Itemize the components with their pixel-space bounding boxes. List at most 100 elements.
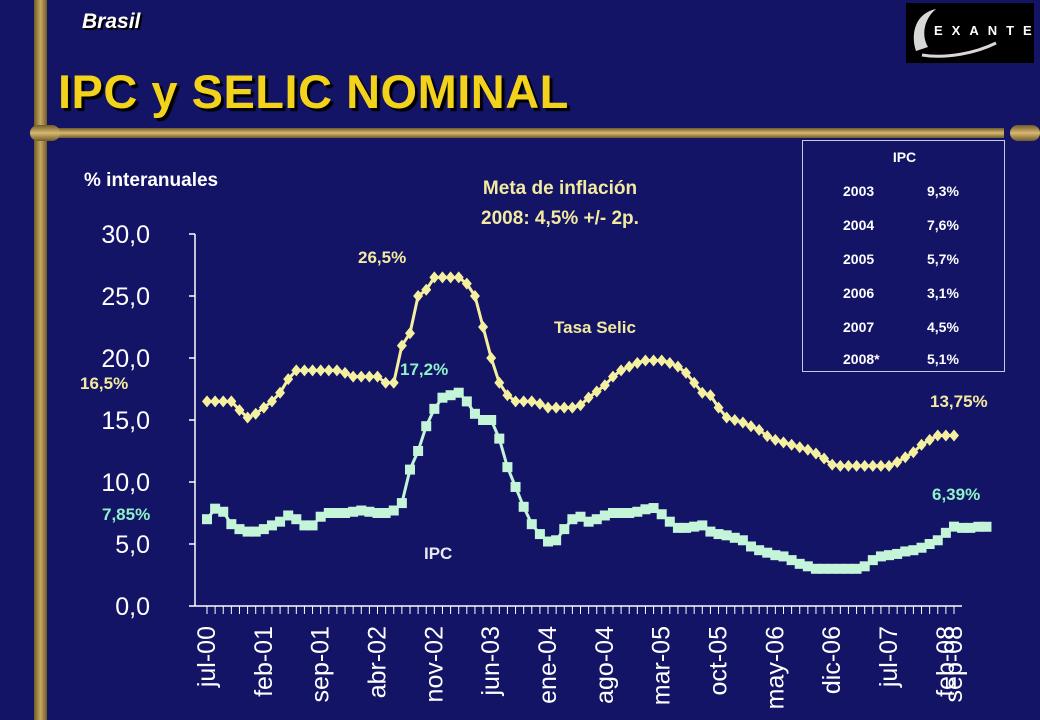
ipc-data-point [340,508,351,518]
ipc-data-point [356,505,367,516]
ipc-annual-table: IPC 2003 9,3% 2004 7,6% 2005 5,7% 2006 3,1% … [802,140,1005,372]
selic-data-point [510,395,521,408]
selic-data-point [762,430,773,443]
ipc-series-label: IPC [424,544,453,563]
ipc-data-point [323,508,334,518]
ipc-data-point [510,481,521,492]
exante-logo: EXANTE [906,3,1034,63]
ipc-data-point [965,522,976,533]
ipc-data-point [242,526,253,537]
x-tick-label: sep-01 [307,626,335,702]
selic-data-point [583,391,594,404]
selic-data-point [258,401,269,414]
selic-data-point [234,404,245,417]
ipc-year: 2006 [843,285,875,301]
selic-data-point [275,386,286,399]
ipc-year: 2004 [843,217,875,233]
ipc-data-point [916,542,927,553]
selic-data-point [226,395,237,408]
selic-data-point [737,416,748,429]
selic-data-point [413,290,424,302]
ipc-data-point [640,504,651,515]
x-tick-label: feb-08 [932,626,960,697]
x-tick-label: jul-07 [875,626,903,688]
ipc-data-point [697,520,708,531]
ipc-data-point [843,563,854,574]
selic-data-point [843,459,854,472]
selic-data-point [250,407,261,420]
selic-data-point [640,354,651,367]
ipc-year: 2003 [843,183,875,199]
inflation-target-note: Meta de inflación 2008: 4,5% +/- 2p. [410,174,710,234]
ipc-data-point [664,516,675,527]
x-tick-label: mar-05 [648,626,676,705]
ipc-value: 5,1% [927,351,959,367]
selic-data-point [404,327,415,340]
selic-data-point [875,459,886,472]
ipc-data-point [616,508,627,518]
selic-data-point [721,411,732,424]
selic-data-point [364,370,375,383]
ipc-data-point [226,519,237,530]
ipc-data-point [762,547,773,558]
selic-data-point [445,271,456,284]
ipc-data-point [437,392,448,403]
ipc-data-point [884,550,895,561]
selic-data-point [486,352,497,364]
ipc-data-point [307,520,318,531]
ipc-series-line [205,391,987,571]
selic-data-point [932,429,943,442]
x-tick-label: jun-03 [477,626,505,697]
selic-data-point [534,397,545,410]
selic-data-point [429,271,440,284]
ipc-value: 7,6% [927,217,959,233]
x-tick-label: nov-02 [420,626,448,702]
selic-peak-label: 26,5% [358,248,407,267]
ipc-data-point [810,563,821,574]
ipc-data-point [388,505,399,516]
y-tick-label: 30,0 [101,221,150,249]
selic-data-point [396,339,407,352]
ipc-data-point [331,508,342,518]
selic-data-point [908,446,919,459]
ipc-data-point [583,516,594,527]
ipc-data-point [754,545,765,556]
selic-data-point [502,389,513,402]
selic-data-point [437,271,448,284]
ipc-data-point [478,415,489,425]
selic-data-point [218,395,229,408]
selic-data-point [697,386,708,399]
selic-data-point [340,366,351,379]
y-axis-label: % interanuales [84,170,219,191]
selic-data-point [892,456,903,469]
selic-data-point [291,364,302,377]
x-tick-label: may-06 [761,626,789,709]
selic-data-point [924,433,935,446]
selic-data-point [713,401,724,414]
gold-vertical-bar [34,0,47,720]
selic-data-point [543,401,554,414]
ipc-data-point [315,511,326,522]
selic-data-point [526,395,537,408]
ipc-data-point [567,514,578,525]
selic-data-point [802,443,813,456]
selic-data-point [599,379,610,392]
selic-end-label: 13,75% [930,392,988,411]
x-tick-label: sep-08 [940,626,968,702]
ipc-data-point [705,526,716,537]
ipc-data-point [599,510,610,521]
ipc-data-point [202,514,212,525]
selic-data-point [202,395,212,408]
ipc-year: 2008* [843,351,880,367]
selic-data-point [648,354,659,367]
selic-data-point [575,399,586,412]
selic-data-point [835,459,846,472]
ipc-data-point [461,396,472,407]
ipc-data-point [526,519,537,530]
gold-bar-cap-right [1010,125,1040,141]
ipc-data-point [413,446,424,456]
ipc-data-point [575,511,586,522]
ipc-data-point [234,524,245,535]
x-tick-label: jul-00 [193,626,221,688]
